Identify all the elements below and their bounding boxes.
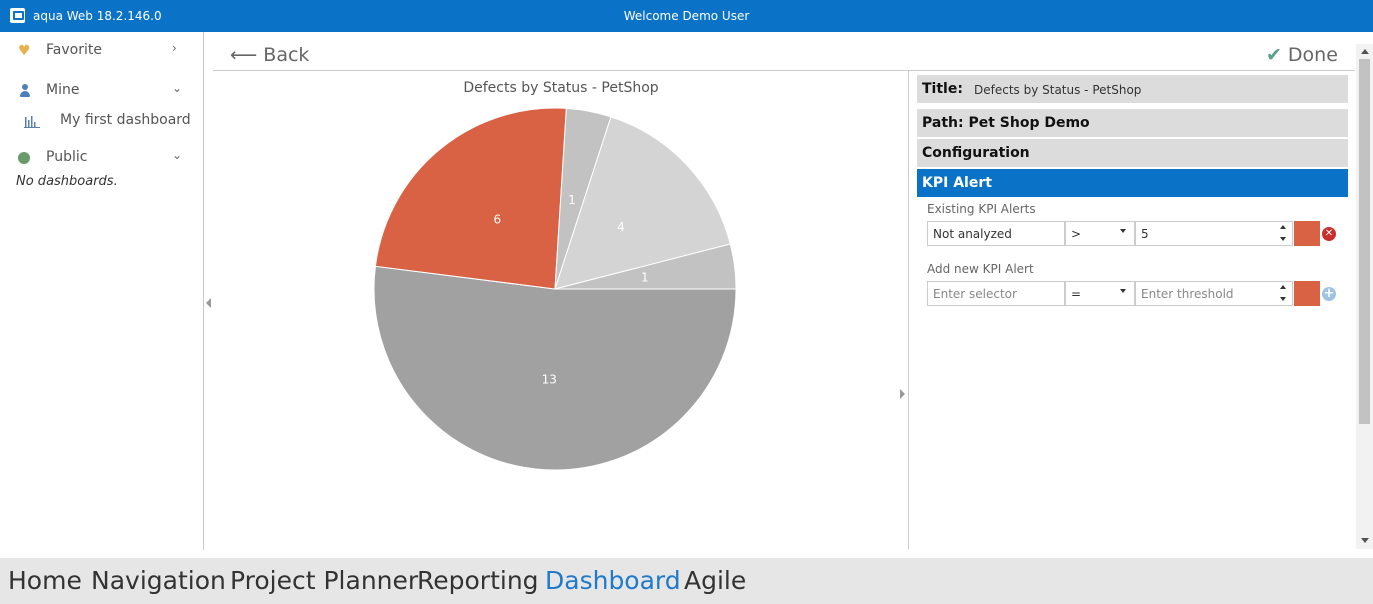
title-row[interactable]: Title: Defects by Status - PetShop [917, 75, 1348, 103]
existing-selector-value: Not analyzed [933, 227, 1012, 241]
existing-threshold-value: 5 [1141, 227, 1149, 241]
chevron-down-icon: ⌄ [172, 81, 183, 95]
pie-slice[interactable] [554, 243, 737, 290]
globe-icon [18, 152, 30, 164]
spin-down-icon[interactable] [1280, 237, 1286, 241]
collapse-right-icon[interactable] [900, 389, 905, 399]
empty-state-text: No dashboards. [16, 174, 118, 189]
sidebar-item-favorite[interactable]: ♥ Favorite › [0, 38, 204, 64]
new-selector-input[interactable]: Enter selector [927, 281, 1065, 306]
arrow-left-icon: ⟵ [230, 44, 258, 66]
new-operator-value: = [1071, 287, 1082, 301]
existing-selector-field[interactable]: Not analyzed [927, 221, 1065, 246]
existing-operator-select[interactable]: > [1065, 221, 1135, 246]
add-alert-icon[interactable]: + [1322, 286, 1336, 301]
existing-alerts-label: Existing KPI Alerts [927, 202, 1036, 216]
remove-alert-icon[interactable]: ✕ [1322, 227, 1336, 241]
scroll-up-icon[interactable] [1361, 49, 1369, 54]
sidebar-item-label: Public [46, 149, 88, 165]
header-divider [213, 70, 1355, 71]
new-threshold-input[interactable]: Enter threshold [1135, 281, 1293, 306]
spin-down-icon[interactable] [1280, 297, 1286, 301]
existing-color-swatch[interactable] [1294, 221, 1320, 246]
chevron-right-icon: › [172, 41, 177, 55]
sidebar-item-label: Favorite [46, 42, 102, 58]
nav-agile[interactable]: Agile [684, 566, 747, 595]
back-button[interactable]: ⟵ Back [230, 44, 309, 66]
nav-reporting[interactable]: Reporting [417, 566, 539, 595]
back-label: Back [263, 44, 310, 66]
app-name: aqua Web 18.2.146.0 [33, 9, 162, 23]
sidebar-item-mine[interactable]: Mine ⌄ [0, 78, 204, 104]
pie-chart: 13 6 1 4 1 [373, 107, 737, 471]
person-icon [18, 84, 32, 98]
welcome-text: Welcome Demo User [623, 9, 750, 23]
existing-operator-value: > [1071, 227, 1082, 241]
chart-title: Defects by Status - PetShop [463, 80, 659, 96]
done-label: Done [1287, 44, 1338, 66]
bar-chart-icon [24, 116, 40, 128]
pie-slice[interactable] [554, 116, 731, 290]
slice-label: 1 [568, 193, 576, 207]
title-label: Title: [922, 81, 963, 97]
existing-threshold-field[interactable]: 5 [1135, 221, 1293, 246]
path-row[interactable]: Path: Pet Shop Demo [917, 109, 1348, 137]
sidebar-item-my-first-dashboard[interactable]: My first dashboard [22, 112, 202, 134]
chevron-down-icon [1120, 229, 1126, 233]
bottom-navigation: Home Navigation Project Planner Reportin… [0, 558, 1373, 604]
sidebar-item-label: Mine [46, 82, 80, 98]
app-logo-icon [10, 8, 25, 23]
configuration-label: Configuration [922, 145, 1030, 161]
nav-dashboard[interactable]: Dashboard [545, 566, 681, 595]
panel-divider [908, 71, 909, 549]
slice-label: 4 [617, 220, 625, 234]
heart-icon: ♥ [18, 43, 31, 59]
pie-slice[interactable] [374, 107, 567, 290]
slice-label: 6 [493, 212, 501, 226]
scroll-down-icon[interactable] [1361, 538, 1369, 543]
collapse-left-icon[interactable] [206, 298, 211, 308]
new-color-swatch[interactable] [1294, 281, 1320, 306]
title-value: Defects by Status - PetShop [974, 83, 1142, 97]
spin-up-icon[interactable] [1280, 225, 1286, 229]
slice-label: 1 [641, 271, 649, 285]
sidebar-item-label: My first dashboard [60, 112, 191, 128]
configuration-row[interactable]: Configuration [917, 139, 1348, 167]
checkmark-icon: ✔ [1266, 44, 1282, 66]
nav-home[interactable]: Home [8, 566, 82, 595]
add-alert-label: Add new KPI Alert [927, 262, 1034, 276]
slice-label: 13 [542, 372, 557, 386]
title-bar: aqua Web 18.2.146.0 Welcome Demo User [0, 0, 1373, 32]
vertical-scrollbar[interactable] [1356, 44, 1373, 549]
new-selector-placeholder: Enter selector [933, 287, 1017, 301]
nav-navigation[interactable]: Navigation [91, 566, 226, 595]
kpi-alert-label: KPI Alert [922, 175, 992, 191]
chevron-down-icon [1120, 289, 1126, 293]
path-label: Path: Pet Shop Demo [922, 115, 1090, 131]
spin-up-icon[interactable] [1280, 285, 1286, 289]
kpi-alert-row[interactable]: KPI Alert [917, 169, 1348, 197]
new-threshold-placeholder: Enter threshold [1141, 287, 1234, 301]
done-button[interactable]: ✔ Done [1266, 44, 1338, 66]
dashboard-sidebar: ♥ Favorite › Mine ⌄ My first dashboard P… [0, 32, 204, 550]
new-operator-select[interactable]: = [1065, 281, 1135, 306]
chevron-down-icon: ⌄ [172, 148, 183, 162]
scrollbar-thumb[interactable] [1359, 59, 1370, 424]
nav-project-planner[interactable]: Project Planner [230, 566, 419, 595]
pie-slice[interactable] [373, 265, 737, 471]
sidebar-item-public[interactable]: Public ⌄ [0, 145, 204, 171]
